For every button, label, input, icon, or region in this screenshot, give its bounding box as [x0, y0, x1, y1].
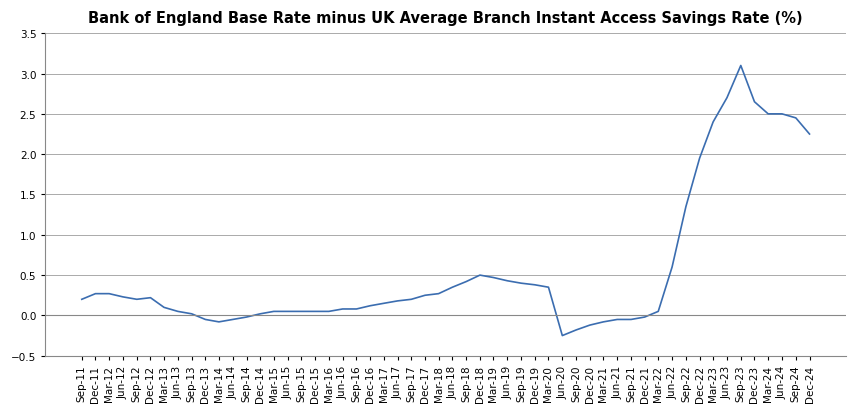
Title: Bank of England Base Rate minus UK Average Branch Instant Access Savings Rate (%: Bank of England Base Rate minus UK Avera… [88, 11, 803, 26]
